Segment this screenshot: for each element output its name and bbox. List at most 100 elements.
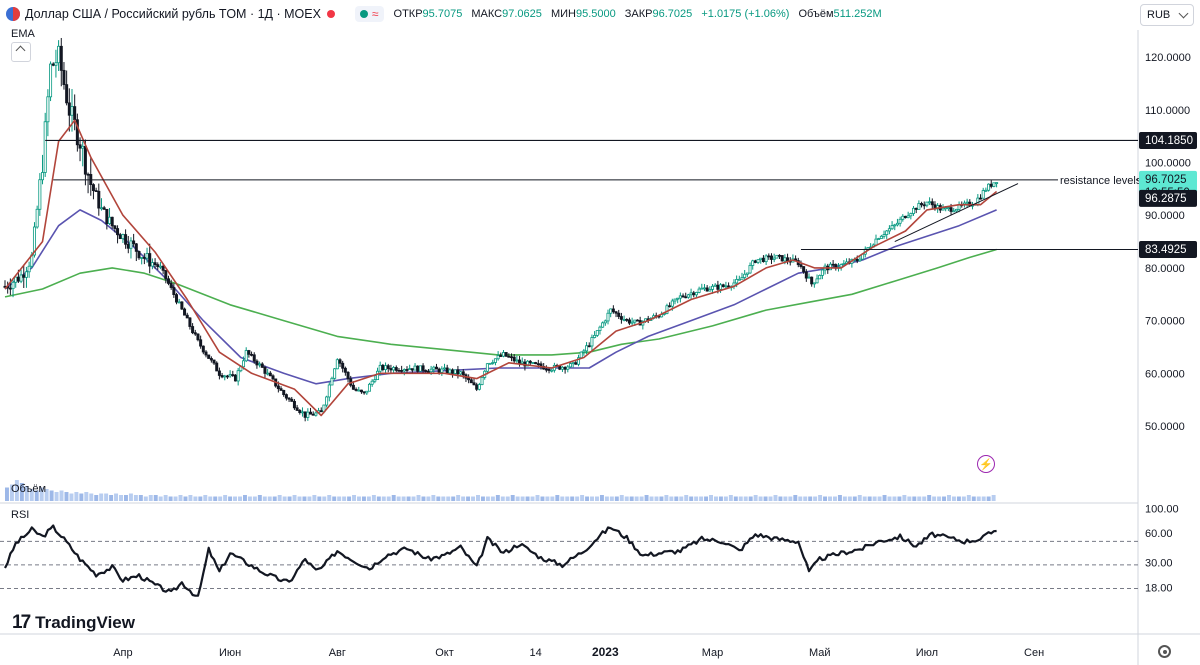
volume-bar xyxy=(768,496,773,501)
candle-body xyxy=(201,345,205,353)
rsi-pane-label[interactable]: RSI xyxy=(11,509,30,521)
ohlc-close-label: ЗАКР xyxy=(624,8,653,20)
volume-bar xyxy=(39,487,44,501)
volume-bar xyxy=(614,496,619,501)
symbol-pill[interactable]: ≈ xyxy=(354,6,384,22)
volume-bar xyxy=(441,496,446,501)
candle-body xyxy=(544,368,548,371)
time-tick-label: Июл xyxy=(916,647,938,659)
candle-body xyxy=(585,345,589,352)
candle-body xyxy=(448,369,452,374)
candle-body xyxy=(75,119,79,146)
volume-bar xyxy=(907,496,912,501)
volume-bar xyxy=(823,496,828,501)
ema-value-tag-text: 96.2875 xyxy=(1145,193,1187,205)
candle-body xyxy=(204,351,208,356)
candle-body xyxy=(338,359,342,364)
candle-body xyxy=(480,377,484,385)
candle-body xyxy=(287,397,291,400)
volume-bar xyxy=(783,496,788,501)
candle-body xyxy=(820,269,824,276)
volume-bar xyxy=(882,495,887,501)
candle-body xyxy=(692,292,696,296)
tradingview-logo[interactable]: 17 TradingView xyxy=(12,612,135,634)
volume-bar xyxy=(971,496,976,501)
candle-body xyxy=(59,45,63,71)
volume-bar xyxy=(837,495,842,501)
candle-body xyxy=(761,257,765,263)
candle-body xyxy=(108,216,112,224)
volume-bar xyxy=(991,495,996,501)
volume-bar xyxy=(49,490,54,501)
volume-bar xyxy=(699,496,704,501)
volume-bar xyxy=(629,496,634,501)
volume-bar xyxy=(114,493,119,501)
currency-select[interactable]: RUB xyxy=(1140,4,1194,26)
volume-bar xyxy=(337,496,342,501)
candle-body xyxy=(603,320,607,324)
volume-bar xyxy=(312,495,317,501)
volume-bar xyxy=(689,496,694,501)
indicator-label[interactable]: EMA xyxy=(11,28,35,40)
candle-body xyxy=(78,144,82,149)
candle-body xyxy=(526,360,530,367)
candle-body xyxy=(855,258,859,262)
volume-bar xyxy=(510,495,515,501)
volume-bar xyxy=(109,495,114,501)
candle-body xyxy=(443,367,447,370)
candle-body xyxy=(378,364,382,372)
candle-body xyxy=(609,308,613,314)
candle-body xyxy=(461,371,465,376)
candle-body xyxy=(906,215,910,219)
candle-body xyxy=(946,207,950,210)
lightning-icon[interactable]: ⚡ xyxy=(977,455,995,473)
candle-body xyxy=(426,370,430,373)
volume-bar xyxy=(352,495,357,501)
symbol-title[interactable]: Доллар США / Российский рубль TOM · 1Д ·… xyxy=(25,7,321,21)
candle-body xyxy=(19,274,23,282)
candle-body xyxy=(627,319,631,324)
volume-bar xyxy=(961,496,966,501)
candle-body xyxy=(676,297,680,300)
currency-value: RUB xyxy=(1147,9,1171,21)
volume-bar xyxy=(723,496,728,501)
volume-bar xyxy=(267,496,272,501)
candle-body xyxy=(721,284,725,287)
candle-body xyxy=(944,207,948,210)
candle-body xyxy=(351,384,355,390)
candle-body xyxy=(424,370,428,372)
candle-body xyxy=(753,260,757,263)
candle-body xyxy=(968,201,972,206)
volume-bar xyxy=(54,492,59,501)
volume-bar xyxy=(664,495,669,501)
candle-body xyxy=(625,319,629,321)
price-tick-label: 100.0000 xyxy=(1145,158,1191,170)
candle-body xyxy=(995,182,999,184)
gear-icon[interactable] xyxy=(1158,645,1171,658)
candle-body xyxy=(97,190,101,209)
candle-body xyxy=(266,372,270,375)
volume-bar xyxy=(203,495,208,501)
candle-body xyxy=(711,285,715,290)
candle-body xyxy=(91,184,95,191)
candle-body xyxy=(713,284,717,287)
candle-body xyxy=(362,391,366,394)
candle-body xyxy=(828,263,832,271)
candle-body xyxy=(242,360,246,368)
volume-bar xyxy=(525,496,530,501)
market-status-icon xyxy=(326,10,335,18)
time-tick-label: Июн xyxy=(219,647,241,659)
volume-bar xyxy=(947,495,951,501)
volume-bar xyxy=(639,496,644,501)
volume-bar xyxy=(932,496,937,501)
price-tick-label: 80.0000 xyxy=(1145,263,1185,275)
volume-bar xyxy=(709,495,713,501)
volume-pane-label[interactable]: Объём xyxy=(11,483,47,495)
candle-body xyxy=(510,356,514,359)
trendline xyxy=(894,183,1019,243)
candle-body xyxy=(121,234,125,240)
collapse-indicators-button[interactable] xyxy=(11,42,31,62)
candle-body xyxy=(451,369,455,374)
candle-body xyxy=(536,363,540,366)
